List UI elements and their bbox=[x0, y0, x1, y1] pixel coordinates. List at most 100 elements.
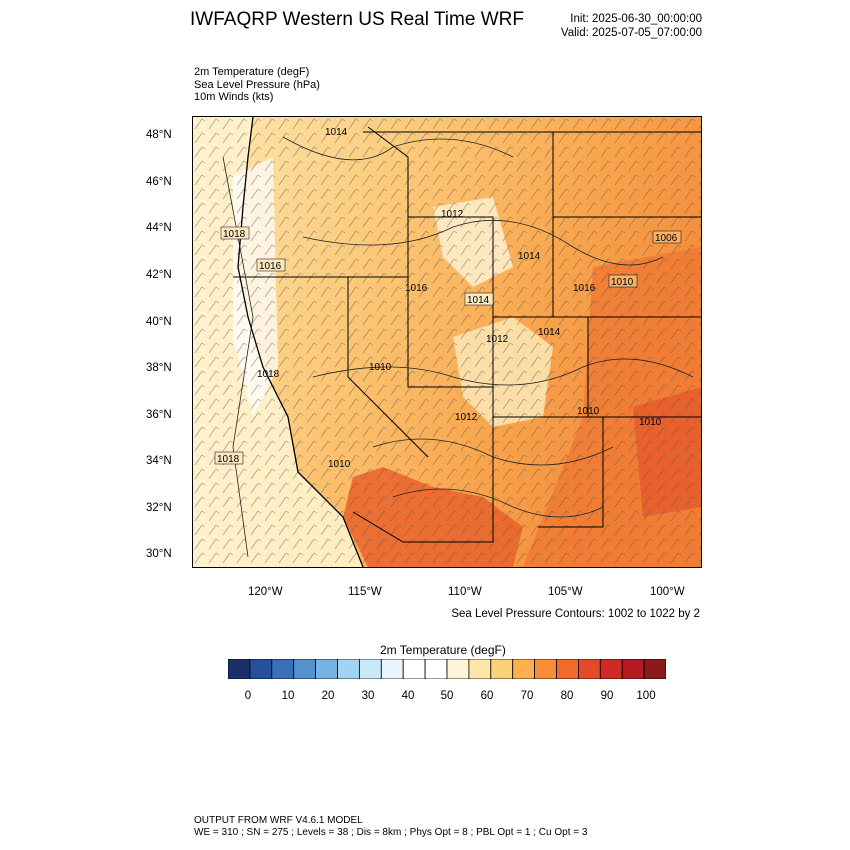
colorbar-swatch bbox=[315, 659, 338, 679]
colorbar-swatch bbox=[358, 659, 382, 679]
colorbar-swatch bbox=[599, 659, 623, 679]
colorbar-swatch bbox=[271, 659, 295, 679]
svg-text:1014: 1014 bbox=[538, 327, 561, 338]
svg-text:1018: 1018 bbox=[223, 229, 246, 240]
pressure-label: 1018 bbox=[257, 369, 280, 380]
colorbar-swatch bbox=[556, 659, 579, 679]
colorbar-swatch bbox=[249, 659, 273, 679]
map-title: IWFAQRP Western US Real Time WRF bbox=[190, 9, 524, 30]
colorbar-label: 10 bbox=[281, 690, 295, 702]
field-winds: 10m Winds (kts) bbox=[194, 91, 274, 103]
run-times: Init: 2025-06-30_00:00:00 Valid: 2025-07… bbox=[561, 12, 702, 40]
colorbar-swatch bbox=[490, 659, 514, 679]
colorbar-label: 60 bbox=[480, 690, 494, 702]
footer-config: WE = 310 ; SN = 275 ; Levels = 38 ; Dis … bbox=[194, 827, 588, 838]
pressure-label: 1006 bbox=[652, 230, 682, 244]
pressure-label: 1012 bbox=[455, 412, 478, 423]
pressure-label: 1016 bbox=[573, 283, 596, 294]
colorbar-swatch bbox=[512, 659, 536, 679]
footer-model: OUTPUT FROM WRF V4.6.1 MODEL bbox=[194, 815, 363, 826]
field-list: 2m Temperature (degF) Sea Level Pressure… bbox=[194, 66, 320, 104]
colorbar-label: 20 bbox=[321, 690, 335, 702]
svg-text:1010: 1010 bbox=[577, 406, 600, 417]
colorbar-swatch bbox=[228, 659, 251, 679]
svg-text:1010: 1010 bbox=[639, 417, 662, 428]
colorbar-swatch bbox=[468, 659, 492, 679]
colorbar-label: 30 bbox=[361, 690, 375, 702]
pressure-label: 1018 bbox=[214, 451, 244, 465]
temperature-colorbar bbox=[228, 659, 666, 679]
wind-barbs bbox=[193, 117, 701, 567]
valid-time: Valid: 2025-07-05_07:00:00 bbox=[560, 27, 702, 39]
lon-label: 115°W bbox=[348, 586, 382, 598]
colorbar-label: 80 bbox=[560, 690, 574, 702]
colorbar-label: 70 bbox=[520, 690, 534, 702]
svg-text:1006: 1006 bbox=[655, 233, 678, 244]
colorbar-swatch bbox=[621, 659, 645, 679]
field-temperature: 2m Temperature (degF) bbox=[194, 66, 310, 78]
svg-text:1010: 1010 bbox=[328, 459, 351, 470]
colorbar-label: 0 bbox=[244, 690, 252, 702]
pressure-label: 1018 bbox=[220, 226, 250, 240]
lat-label: 42°N bbox=[146, 269, 172, 281]
lat-label: 40°N bbox=[146, 316, 172, 328]
state-boundaries bbox=[233, 117, 701, 567]
pressure-label: 1010 bbox=[639, 417, 662, 428]
colorbar-swatch bbox=[380, 659, 404, 679]
pressure-label: 1010 bbox=[577, 406, 600, 417]
svg-text:1014: 1014 bbox=[325, 127, 348, 138]
svg-text:1010: 1010 bbox=[369, 362, 392, 373]
colorbar-swatch bbox=[424, 659, 448, 679]
lat-label: 32°N bbox=[146, 502, 172, 514]
lat-label: 36°N bbox=[146, 409, 172, 421]
colorbar-label: 50 bbox=[440, 690, 454, 702]
colorbar-label: 40 bbox=[401, 690, 415, 702]
svg-text:1010: 1010 bbox=[611, 277, 634, 288]
svg-text:1016: 1016 bbox=[405, 283, 428, 294]
pressure-label: 1012 bbox=[441, 209, 464, 220]
svg-text:1014: 1014 bbox=[467, 295, 490, 306]
pressure-label: 1010 bbox=[608, 274, 638, 288]
field-pressure: Sea Level Pressure (hPa) bbox=[194, 78, 320, 91]
svg-text:1016: 1016 bbox=[573, 283, 596, 294]
pressure-label: 1014 bbox=[325, 127, 348, 138]
colorbar-swatch bbox=[534, 659, 557, 679]
lon-label: 110°W bbox=[448, 586, 482, 598]
svg-text:1012: 1012 bbox=[441, 209, 464, 220]
colorbar-swatch bbox=[402, 659, 426, 679]
lat-label: 38°N bbox=[146, 362, 172, 374]
colorbar-swatch bbox=[337, 659, 360, 679]
colorbar-label: 90 bbox=[600, 690, 614, 702]
lat-label: 30°N bbox=[146, 548, 172, 560]
svg-text:1018: 1018 bbox=[217, 454, 240, 465]
colorbar-label: 100 bbox=[636, 690, 656, 702]
colorbar-swatch bbox=[643, 659, 666, 679]
pressure-label: 1016 bbox=[405, 283, 428, 294]
colorbar-swatch bbox=[577, 659, 601, 679]
lat-label: 44°N bbox=[146, 222, 172, 234]
colorbar-swatch bbox=[293, 659, 316, 679]
pressure-label: 1014 bbox=[518, 251, 541, 262]
colorbar-swatch bbox=[446, 659, 470, 679]
pressure-label: 1016 bbox=[256, 258, 286, 272]
svg-text:1018: 1018 bbox=[257, 369, 280, 380]
pressure-label: 1010 bbox=[369, 362, 392, 373]
contour-info: Sea Level Pressure Contours: 1002 to 102… bbox=[451, 608, 700, 620]
weather-map: 1018 1016 1014 1014 1014 1012 1016 1010 … bbox=[192, 116, 702, 568]
svg-text:1012: 1012 bbox=[455, 412, 478, 423]
svg-text:1014: 1014 bbox=[518, 251, 541, 262]
pressure-label: 1014 bbox=[538, 327, 561, 338]
svg-text:1016: 1016 bbox=[259, 261, 282, 272]
lon-label: 100°W bbox=[650, 586, 685, 598]
pressure-label: 1014 bbox=[464, 292, 494, 306]
model-footer: OUTPUT FROM WRF V4.6.1 MODEL WE = 310 ; … bbox=[194, 815, 587, 839]
svg-text:1012: 1012 bbox=[486, 334, 509, 345]
lon-label: 105°W bbox=[548, 586, 583, 598]
pressure-label: 1010 bbox=[328, 459, 351, 470]
lat-label: 34°N bbox=[146, 455, 172, 467]
colorbar-title: 2m Temperature (degF) bbox=[380, 643, 506, 657]
lon-label: 120°W bbox=[248, 586, 283, 598]
lat-label: 48°N bbox=[146, 129, 172, 141]
lat-label: 46°N bbox=[146, 176, 172, 188]
init-time: Init: 2025-06-30_00:00:00 bbox=[570, 13, 702, 25]
